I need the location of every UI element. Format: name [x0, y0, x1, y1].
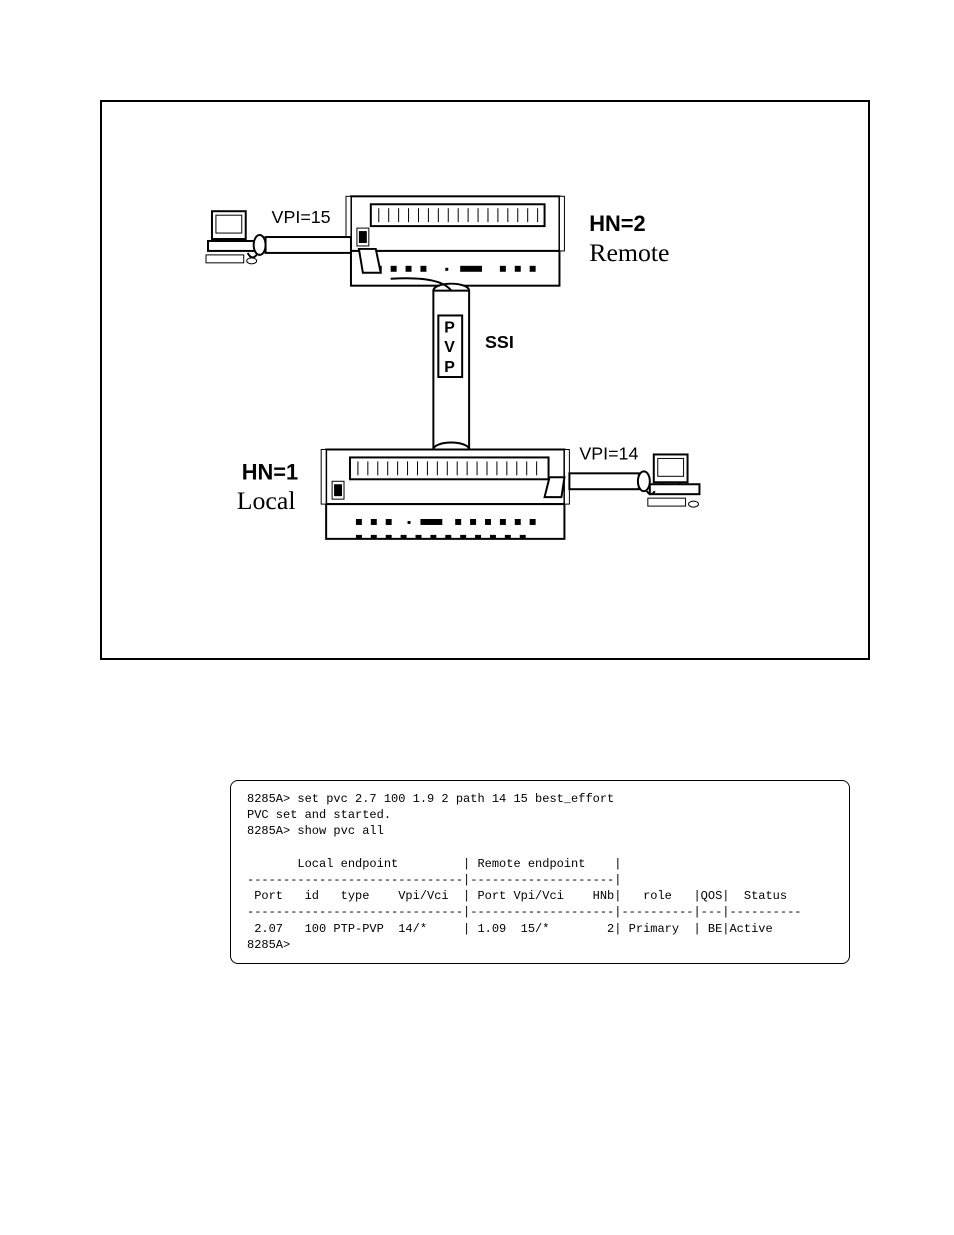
terminal-line-9: 8285A> [247, 938, 290, 952]
terminal-line-7: ------------------------------|---------… [247, 905, 802, 919]
label-remote: Remote [589, 238, 669, 267]
label-pvp-p2: P [444, 359, 455, 376]
terminal-output: 8285A> set pvc 2.7 100 1.9 2 path 14 15 … [230, 780, 850, 964]
terminal-line-1: PVC set and started. [247, 808, 391, 822]
label-pvp-p1: P [444, 319, 455, 336]
label-vpi-top: VPI=15 [272, 207, 331, 227]
label-local: Local [237, 486, 296, 515]
terminal-line-4: Local endpoint | Remote endpoint | [247, 857, 621, 871]
label-hn2: HN=2 [589, 211, 645, 236]
label-hn1: HN=1 [242, 459, 298, 484]
page: HN=2 Remote VPI=15 [0, 0, 954, 1235]
network-diagram-svg: HN=2 Remote VPI=15 [102, 102, 868, 658]
label-vpi-bottom: VPI=14 [579, 443, 638, 463]
switch-local [321, 450, 569, 539]
label-ssi: SSI [485, 332, 514, 352]
terminal-line-2: 8285A> show pvc all [247, 824, 384, 838]
label-pvp-v: V [444, 339, 455, 356]
network-diagram-frame: HN=2 Remote VPI=15 [100, 100, 870, 660]
terminal-line-5: ------------------------------|---------… [247, 873, 621, 887]
terminal-line-8: 2.07 100 PTP-PVP 14/* | 1.09 15/* 2| Pri… [247, 922, 773, 936]
workstation-right-icon [648, 454, 700, 507]
terminal-line-6: Port id type Vpi/Vci | Port Vpi/Vci HNb|… [247, 889, 787, 903]
terminal-line-0: 8285A> set pvc 2.7 100 1.9 2 path 14 15 … [247, 792, 614, 806]
